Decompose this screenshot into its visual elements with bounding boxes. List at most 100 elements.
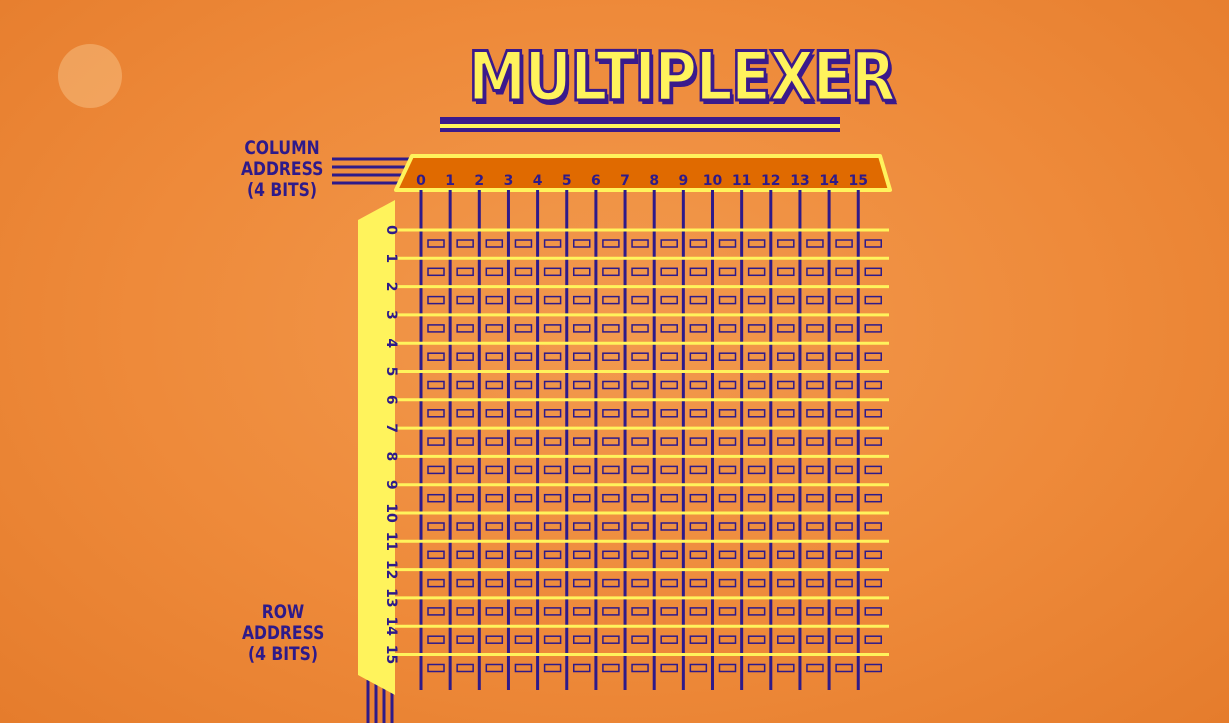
- memory-cell: [602, 578, 620, 588]
- memory-cell: [631, 550, 649, 560]
- memory-cell: [427, 663, 445, 673]
- memory-cell: [777, 437, 795, 446]
- memory-cell: [631, 635, 649, 644]
- column-label: 0: [416, 173, 426, 189]
- memory-cell: [806, 663, 824, 673]
- memory-cell: [835, 380, 853, 390]
- label-line: (4 BITS): [247, 643, 319, 665]
- memory-cell: [835, 324, 853, 333]
- memory-cell: [514, 352, 533, 361]
- memory-cell: [747, 352, 766, 361]
- memory-cell: [456, 295, 474, 305]
- memory-cell: [514, 437, 533, 446]
- memory-cell: [660, 550, 678, 560]
- memory-cell: [689, 493, 708, 503]
- memory-cell: [427, 295, 445, 305]
- memory-cell: [718, 607, 737, 616]
- memory-cell: [660, 295, 678, 305]
- memory-cell: [485, 578, 504, 588]
- memory-cell: [718, 663, 737, 673]
- memory-cell: [456, 607, 474, 616]
- memory-cell: [864, 352, 882, 361]
- memory-cell: [514, 663, 533, 673]
- memory-cell: [835, 352, 853, 361]
- memory-cell: [864, 295, 882, 305]
- memory-cell: [777, 465, 795, 475]
- memory-cell: [864, 239, 882, 248]
- column-label: 5: [562, 173, 572, 189]
- memory-cell: [718, 493, 737, 503]
- memory-cell: [631, 380, 649, 390]
- memory-cell: [543, 635, 562, 644]
- memory-cell: [543, 352, 562, 361]
- memory-cell: [777, 324, 795, 333]
- memory-cell: [573, 380, 591, 390]
- memory-cell: [573, 267, 591, 277]
- row-label: 8: [383, 452, 399, 462]
- memory-cell: [806, 409, 824, 418]
- memory-cell: [514, 239, 533, 248]
- memory-cell: [660, 578, 678, 588]
- row-address-label: ROW ADDRESS (4 BITS): [242, 602, 324, 665]
- memory-cell: [806, 578, 824, 588]
- memory-cell: [485, 324, 504, 333]
- memory-cell: [485, 239, 504, 248]
- memory-cell: [514, 578, 533, 588]
- memory-cell: [806, 550, 824, 560]
- memory-cell: [427, 352, 445, 361]
- memory-cell: [806, 239, 824, 248]
- memory-cell: [543, 239, 562, 248]
- memory-cell: [689, 663, 708, 673]
- memory-cell: [485, 267, 504, 277]
- memory-cell: [835, 493, 853, 503]
- memory-cell: [835, 550, 853, 560]
- memory-cell: [718, 465, 737, 475]
- memory-cell: [543, 295, 562, 305]
- memory-cell: [602, 409, 620, 418]
- column-label: 15: [849, 173, 868, 189]
- memory-cell: [777, 635, 795, 644]
- memory-cell: [864, 578, 882, 588]
- memory-cell: [602, 295, 620, 305]
- memory-cell: [777, 352, 795, 361]
- memory-cell: [514, 267, 533, 277]
- row-label: 4: [383, 338, 399, 348]
- memory-cell: [806, 493, 824, 503]
- memory-cell: [602, 493, 620, 503]
- memory-cell: [806, 635, 824, 644]
- memory-cell: [864, 550, 882, 560]
- memory-cell: [427, 239, 445, 248]
- memory-cell: [602, 239, 620, 248]
- memory-cell: [456, 239, 474, 248]
- memory-cell: [660, 437, 678, 446]
- row-label: 6: [383, 395, 399, 405]
- memory-cell: [514, 409, 533, 418]
- memory-cell: [660, 493, 678, 503]
- memory-cell: [777, 295, 795, 305]
- memory-cell: [456, 465, 474, 475]
- memory-cell: [718, 409, 737, 418]
- memory-cell: [456, 267, 474, 277]
- column-label: 12: [761, 173, 780, 189]
- memory-cell: [427, 550, 445, 560]
- memory-cell: [747, 267, 766, 277]
- memory-cell: [485, 550, 504, 560]
- column-label: 1: [445, 173, 455, 189]
- memory-cell: [660, 267, 678, 277]
- memory-cell: [573, 352, 591, 361]
- row-label: 14: [383, 616, 399, 636]
- memory-cell: [777, 663, 795, 673]
- memory-cell: [631, 465, 649, 475]
- memory-cell: [602, 465, 620, 475]
- memory-cell: [689, 352, 708, 361]
- row-label: 7: [383, 423, 399, 433]
- memory-cell: [631, 522, 649, 531]
- title-underline: [440, 124, 840, 128]
- memory-cell: [456, 578, 474, 588]
- memory-cell: [485, 380, 504, 390]
- memory-cell: [864, 663, 882, 673]
- memory-cell: [602, 550, 620, 560]
- memory-cell: [747, 465, 766, 475]
- memory-cell: [427, 409, 445, 418]
